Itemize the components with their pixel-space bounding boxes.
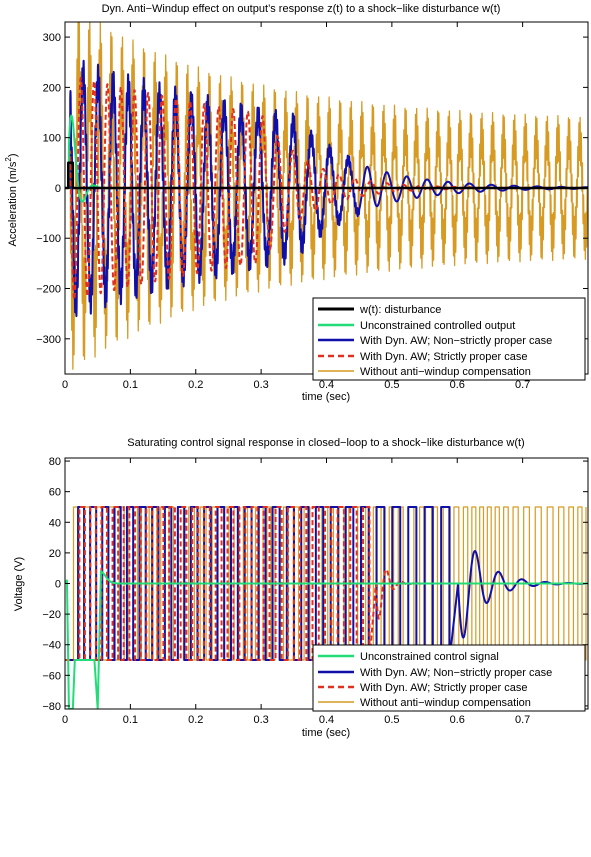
x-tick-label: 0.4: [319, 379, 334, 391]
y-tick-label: 0: [55, 183, 61, 195]
y-tick-label: −40: [42, 640, 61, 652]
y-tick-label: −60: [42, 670, 61, 682]
y-tick-label: 80: [49, 456, 61, 468]
y-tick-label: 40: [49, 517, 61, 529]
legend-box: [312, 644, 586, 712]
x-tick-label: 0.1: [123, 714, 138, 726]
legend-label-strict: With Dyn. AW; Strictly proper case: [360, 682, 528, 694]
plot-area: [65, 505, 588, 709]
x-axis-label: time (sec): [302, 727, 350, 739]
legend-label-nonstrict: With Dyn. AW; Non−strictly proper case: [360, 335, 552, 347]
x-tick-label: 0.1: [123, 379, 138, 391]
legend-label-noaw: Without anti−windup compensation: [360, 366, 531, 378]
x-tick-label: 0.5: [384, 379, 399, 391]
chart-title: Dyn. Anti−Windup effect on output’s resp…: [102, 3, 501, 15]
legend-label-strict: With Dyn. AW; Strictly proper case: [360, 351, 528, 363]
legend-label-unconstrained: Unconstrained control signal: [360, 651, 499, 663]
y-tick-label: 0: [55, 579, 61, 591]
y-tick-label: 20: [49, 548, 61, 560]
x-tick-label: 0.4: [319, 714, 334, 726]
legend-label-unconstrained: Unconstrained controlled output: [360, 320, 515, 332]
y-tick-label: 200: [43, 82, 61, 94]
y-tick-label: −300: [36, 334, 61, 346]
legend-label-nonstrict: With Dyn. AW; Non−strictly proper case: [360, 667, 552, 679]
legend: Unconstrained control signal With Dyn. A…: [312, 644, 586, 712]
y-axis-label: Acceleration (m/s2): [4, 153, 19, 246]
x-axis-label: time (sec): [302, 391, 350, 403]
x-tick-label: 0: [62, 714, 68, 726]
legend-label-disturbance: w(t): disturbance: [359, 304, 441, 316]
y-axis-label: Voltage (V): [13, 557, 25, 611]
acceleration-chart: Dyn. Anti−Windup effect on output’s resp…: [4, 3, 589, 403]
x-tick-label: 0.3: [253, 714, 268, 726]
x-tick-label: 0.6: [450, 714, 465, 726]
legend-label-noaw: Without anti−windup compensation: [360, 697, 531, 709]
x-tick-label: 0.2: [188, 714, 203, 726]
x-tick-label: 0.3: [253, 379, 268, 391]
series-line-unconstrained: [65, 570, 588, 709]
legend-box: [312, 297, 586, 381]
y-tick-label: 300: [43, 32, 61, 44]
voltage-chart: Saturating control signal response in cl…: [13, 437, 589, 739]
chart-title: Saturating control signal response in cl…: [127, 437, 524, 449]
y-tick-label: 100: [43, 133, 61, 145]
x-tick-label: 0.5: [384, 714, 399, 726]
series-line-nonstrict: [65, 59, 588, 318]
y-tick-label: −20: [42, 609, 61, 621]
y-tick-label: −200: [36, 284, 61, 296]
x-tick-label: 0.7: [515, 379, 530, 391]
y-tick-label: −80: [42, 701, 61, 713]
y-tick-label: −100: [36, 233, 61, 245]
x-tick-label: 0.7: [515, 714, 530, 726]
x-tick-label: 0: [62, 379, 68, 391]
x-tick-label: 0.2: [188, 379, 203, 391]
legend: w(t): disturbance Unconstrained controll…: [312, 297, 586, 381]
x-tick-label: 0.6: [450, 379, 465, 391]
y-tick-label: 60: [49, 487, 61, 499]
